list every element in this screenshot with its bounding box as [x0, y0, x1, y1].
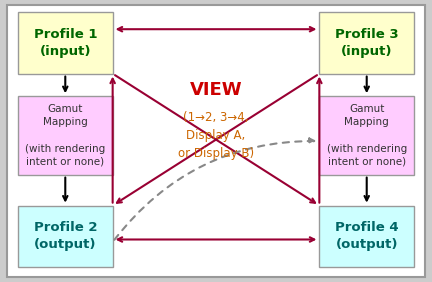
FancyBboxPatch shape — [18, 12, 113, 74]
FancyBboxPatch shape — [7, 5, 425, 277]
Text: Gamut
Mapping

(with rendering
intent or none): Gamut Mapping (with rendering intent or … — [327, 104, 407, 167]
FancyBboxPatch shape — [319, 96, 414, 175]
FancyArrowPatch shape — [114, 138, 314, 240]
Text: (1→2, 3→4,
Display A,
or Display B): (1→2, 3→4, Display A, or Display B) — [178, 111, 254, 160]
FancyBboxPatch shape — [319, 206, 414, 267]
Text: Profile 3
(input): Profile 3 (input) — [335, 28, 399, 58]
Text: Profile 1
(input): Profile 1 (input) — [34, 28, 97, 58]
FancyBboxPatch shape — [319, 12, 414, 74]
Text: Gamut
Mapping

(with rendering
intent or none): Gamut Mapping (with rendering intent or … — [25, 104, 105, 167]
Text: VIEW: VIEW — [190, 81, 242, 100]
Text: Profile 4
(output): Profile 4 (output) — [335, 221, 399, 252]
FancyBboxPatch shape — [18, 96, 113, 175]
FancyBboxPatch shape — [18, 206, 113, 267]
Text: Profile 2
(output): Profile 2 (output) — [34, 221, 97, 252]
